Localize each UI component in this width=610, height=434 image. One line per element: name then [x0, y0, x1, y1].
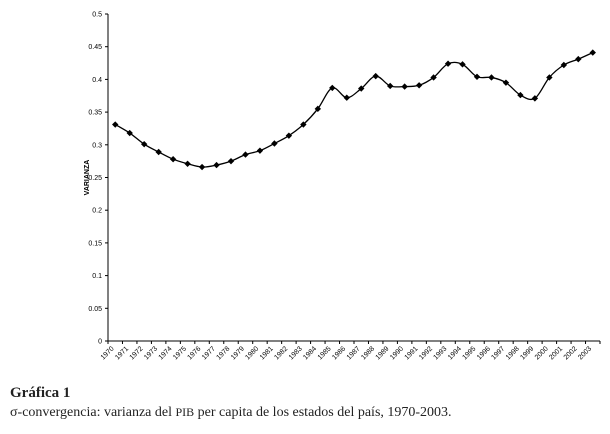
- x-tick-label: 1997: [490, 345, 506, 361]
- x-tick-label: 1976: [187, 345, 203, 361]
- x-tick-label: 1991: [404, 345, 420, 361]
- data-point: [227, 157, 235, 165]
- data-point: [213, 161, 220, 169]
- data-point: [300, 121, 307, 128]
- x-tick-label: 1980: [244, 345, 260, 361]
- data-point: [430, 74, 437, 81]
- caption-text-after: per capita de los estados del país, 1970…: [194, 405, 452, 420]
- data-point: [343, 94, 350, 101]
- data-point: [112, 121, 119, 128]
- figure-title: Gráfica 1: [10, 385, 71, 401]
- y-tick-label: 0.1: [92, 273, 102, 280]
- data-point: [517, 91, 524, 99]
- x-tick-label: 1992: [418, 345, 434, 361]
- data-point: [372, 72, 379, 80]
- y-axis-label: VARIANZA: [84, 160, 91, 196]
- x-tick-label: 1999: [519, 345, 535, 361]
- x-tick-label: 1984: [302, 345, 318, 361]
- data-point: [126, 129, 133, 137]
- x-tick-label: 2001: [548, 345, 564, 361]
- x-tick-label: 2002: [563, 345, 579, 361]
- x-tick-label: 1974: [158, 345, 174, 361]
- data-point: [560, 61, 568, 69]
- data-point: [169, 155, 177, 163]
- data-point: [155, 148, 162, 156]
- x-tick-label: 1987: [346, 345, 362, 361]
- x-tick-label: 1975: [172, 345, 188, 361]
- x-tick-label: 1985: [317, 345, 333, 361]
- data-point: [444, 60, 452, 67]
- data-point: [415, 82, 423, 89]
- data-point: [242, 151, 249, 158]
- data-point: [531, 95, 539, 102]
- data-point: [386, 82, 394, 90]
- data-point: [575, 55, 582, 63]
- y-tick-label: 0.2: [92, 208, 102, 215]
- data-point: [314, 105, 322, 113]
- x-tick-label: 1979: [230, 345, 246, 361]
- caption-acronym: PIB: [175, 405, 195, 419]
- x-tick-label: 1996: [476, 345, 492, 361]
- data-point: [459, 61, 466, 68]
- y-tick-label: 0: [98, 339, 102, 346]
- caption-text-before: σ-convergencia: varianza del: [10, 405, 176, 420]
- data-point: [198, 163, 206, 171]
- series-line: [114, 51, 594, 168]
- x-tick-label: 1988: [360, 345, 376, 361]
- figure-caption: σ-convergencia: varianza del PIB per cap…: [10, 405, 452, 421]
- x-tick-label: 1990: [389, 345, 405, 361]
- data-point: [285, 132, 293, 139]
- y-tick-label: 0.45: [88, 44, 102, 51]
- x-tick-label: 2003: [577, 345, 593, 361]
- x-tick-label: 1989: [375, 345, 391, 361]
- data-point: [401, 83, 408, 90]
- x-tick-label: 1970: [100, 345, 116, 361]
- x-tick-label: 1977: [201, 345, 217, 361]
- data-point: [184, 160, 191, 167]
- y-tick-label: 0.4: [92, 77, 102, 84]
- data-point: [140, 140, 148, 148]
- x-tick-label: 1978: [215, 345, 231, 361]
- data-point: [546, 74, 553, 81]
- y-tick-label: 0.5: [92, 12, 102, 19]
- data-point: [488, 74, 495, 81]
- y-tick-label: 0.15: [88, 240, 102, 247]
- x-tick-label: 1972: [129, 345, 145, 361]
- x-tick-label: 1973: [143, 345, 159, 361]
- data-point: [358, 85, 365, 92]
- line-chart: 0 0.05 0.1 0.15 0.2 0.25 0.3 0.35 0.4 0.45 0.5 1970…: [84, 12, 601, 361]
- x-tick-label: 1982: [273, 345, 289, 361]
- y-tick-label: 0.35: [88, 110, 102, 117]
- data-point: [256, 147, 264, 154]
- x-tick-label: 1998: [505, 345, 521, 361]
- y-tick-label: 0.3: [92, 142, 102, 149]
- data-point: [502, 79, 510, 86]
- data-point: [589, 49, 596, 56]
- y-tick-label: 0.25: [88, 175, 102, 182]
- data-point: [329, 84, 336, 92]
- x-tick-label: 2000: [534, 345, 550, 361]
- x-tick-label: 1981: [259, 345, 275, 361]
- x-tick-label: 1986: [331, 345, 347, 361]
- y-tick-label: 0.05: [88, 306, 102, 313]
- x-tick-label: 1994: [447, 345, 463, 361]
- x-tick-label: 1993: [433, 345, 449, 361]
- data-point: [271, 140, 278, 147]
- x-tick-label: 1971: [114, 345, 130, 361]
- data-point: [473, 73, 481, 80]
- x-tick-label: 1983: [288, 345, 304, 361]
- x-tick-label: 1995: [461, 345, 477, 361]
